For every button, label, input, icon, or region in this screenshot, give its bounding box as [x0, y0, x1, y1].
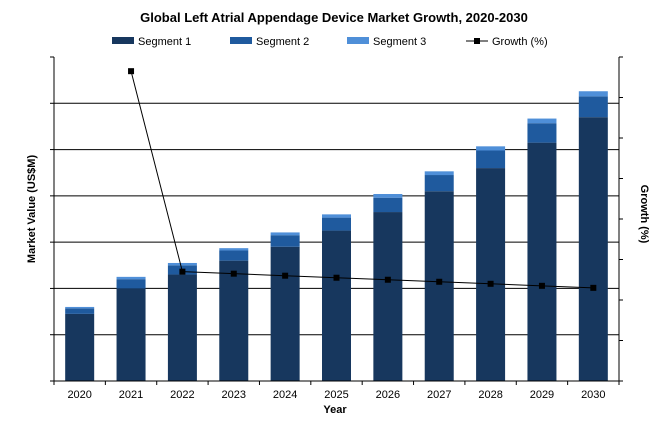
legend-item-segment-2: Segment 2	[230, 36, 309, 48]
bar-segment-2-2029	[527, 123, 557, 143]
legend-item-growth: Growth (%)	[466, 36, 548, 48]
growth-point	[436, 278, 443, 285]
legend: Segment 1 Segment 2 Segment 3 Growth (%)	[112, 36, 548, 48]
bar-segment-3-2029	[527, 118, 557, 124]
x-tick-label: 2028	[478, 389, 502, 401]
x-tick-label: 2020	[67, 389, 91, 401]
bar-segment-1-2030	[578, 117, 608, 382]
bar-segment-1-2022	[167, 274, 197, 381]
growth-line	[128, 68, 597, 291]
legend-label: Segment 3	[373, 36, 426, 48]
bar-segment-3-2030	[578, 91, 608, 97]
growth-point	[230, 270, 237, 277]
legend-marker	[474, 38, 480, 44]
legend-swatch	[112, 37, 134, 44]
bar-segment-1-2023	[219, 260, 249, 381]
x-tick-label: 2024	[273, 389, 297, 401]
bar-segment-1-2029	[527, 142, 557, 381]
legend-swatch	[230, 37, 252, 44]
bar-segment-1-2020	[65, 313, 95, 381]
bar-segment-3-2024	[270, 232, 300, 236]
bar-segment-1-2024	[270, 246, 300, 381]
x-axis-title: Year	[323, 404, 347, 416]
growth-point	[282, 272, 289, 279]
bar-segment-1-2026	[373, 212, 403, 381]
legend-label: Growth (%)	[492, 36, 548, 48]
x-tick-label: 2029	[530, 389, 554, 401]
bar-segment-1-2021	[116, 288, 146, 381]
legend-swatch	[347, 37, 369, 44]
bar-segment-3-2022	[167, 262, 197, 266]
growth-line-path	[130, 71, 594, 289]
growth-point	[333, 274, 340, 281]
x-tick-label: 2022	[170, 389, 194, 401]
growth-point	[590, 284, 597, 291]
legend-label: Segment 1	[138, 36, 191, 48]
bar-segment-2-2020	[65, 308, 95, 314]
x-tick-label: 2027	[427, 389, 451, 401]
x-tick-label: 2025	[324, 389, 348, 401]
x-tick-labels: 2020 2021 2022 2023 2024 2025 2026 2027 2028 2029…	[67, 389, 605, 401]
bars	[65, 91, 608, 382]
x-tick-label: 2021	[119, 389, 143, 401]
bar-segment-2-2027	[424, 175, 454, 192]
bar-segment-3-2028	[476, 146, 506, 151]
chart-title: Global Left Atrial Appendage Device Mark…	[140, 10, 528, 25]
bar-segment-2-2024	[270, 235, 300, 247]
growth-point	[538, 282, 545, 289]
bar-segment-2-2025	[322, 217, 351, 231]
bar-segment-3-2027	[424, 171, 454, 176]
bar-segment-2-2030	[578, 96, 608, 118]
bar-segment-1-2027	[424, 191, 454, 381]
bar-segment-1-2025	[322, 230, 351, 381]
bar-segment-2-2026	[373, 197, 403, 213]
growth-point	[128, 68, 135, 75]
x-tick-label: 2023	[222, 389, 246, 401]
growth-point	[384, 276, 391, 283]
legend-item-segment-1: Segment 1	[112, 36, 191, 48]
bar-segment-3-2021	[116, 276, 146, 280]
x-tick-label: 2030	[581, 389, 605, 401]
legend-label: Segment 2	[256, 36, 309, 48]
bar-segment-3-2020	[65, 306, 95, 309]
axes	[50, 56, 623, 385]
x-tick-label: 2026	[376, 389, 400, 401]
bar-segment-2-2023	[219, 250, 249, 261]
bar-segment-3-2025	[322, 214, 351, 218]
bar-segment-2-2021	[116, 279, 146, 289]
legend-item-segment-3: Segment 3	[347, 36, 426, 48]
growth-point	[179, 268, 186, 275]
y-axis-title: Market Value (US$M)	[26, 155, 38, 264]
bar-segment-3-2023	[219, 248, 249, 251]
y2-axis-title: Growth (%)	[638, 185, 650, 244]
bar-segment-1-2028	[476, 168, 506, 381]
bar-segment-2-2028	[476, 150, 506, 169]
growth-point	[487, 280, 494, 287]
bar-segment-3-2026	[373, 194, 403, 198]
